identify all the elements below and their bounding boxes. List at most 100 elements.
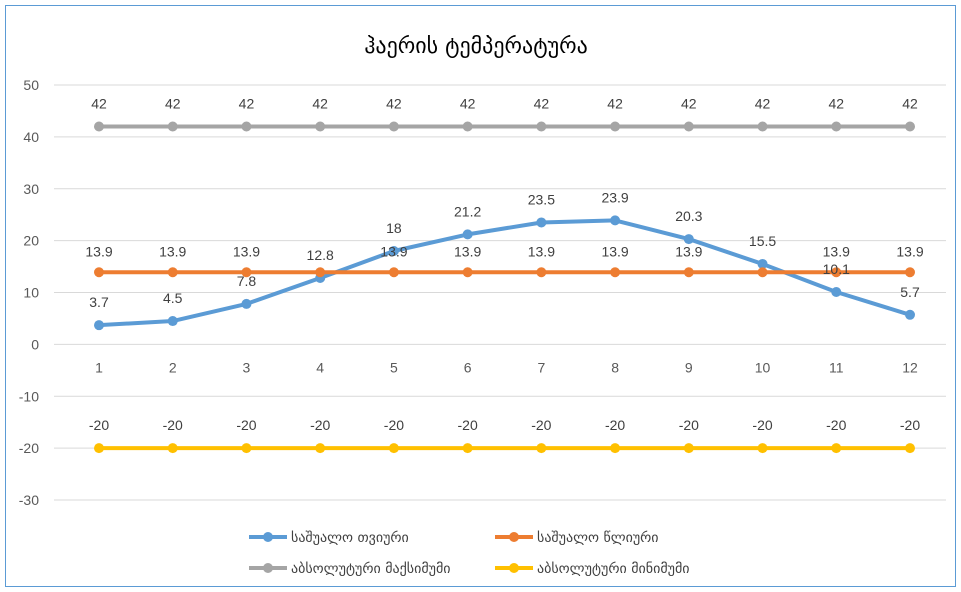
data-point	[94, 267, 104, 278]
data-label: -20	[236, 417, 256, 433]
series-lines	[94, 121, 915, 454]
data-label: 12.8	[307, 247, 334, 263]
data-label: -20	[531, 417, 551, 433]
legend-item: საშუალო თვიური	[249, 529, 409, 546]
data-point	[94, 121, 104, 132]
x-axis-ticks: 1 2 3 4 5 6 7 8 9 10 11 12	[95, 359, 918, 375]
data-label: -20	[458, 417, 478, 433]
data-point	[462, 229, 473, 240]
data-label: 13.9	[380, 243, 407, 259]
gridlines	[54, 84, 946, 501]
y-tick-label: 10	[23, 285, 39, 301]
legend-item: აბსოლუტური მაქსიმუმი	[249, 560, 451, 577]
legend-label: აბსოლუტური მაქსიმუმი	[291, 560, 451, 577]
data-point	[757, 258, 768, 269]
x-tick-label: 4	[316, 359, 324, 375]
x-tick-label: 5	[390, 359, 398, 375]
data-point	[683, 267, 694, 278]
data-label: 13.9	[85, 243, 112, 259]
data-label: -20	[679, 417, 699, 433]
y-axis-ticks: 50 40 30 20 10 0 -10 -20 -30	[19, 77, 39, 508]
data-label: 42	[91, 96, 107, 112]
data-label: 21.2	[454, 203, 481, 219]
data-label: 42	[828, 96, 844, 112]
data-label: 42	[607, 96, 623, 112]
data-label: 3.7	[89, 294, 109, 310]
data-label: 13.9	[159, 243, 186, 259]
data-point	[905, 267, 915, 278]
data-point	[315, 267, 326, 278]
y-tick-label: 40	[23, 129, 39, 145]
data-point	[536, 443, 547, 454]
y-tick-label: 20	[23, 233, 39, 249]
series-4	[94, 443, 915, 454]
data-point	[757, 267, 768, 278]
data-label: 13.9	[528, 243, 555, 259]
data-label: -20	[752, 417, 772, 433]
data-label: 13.9	[454, 243, 481, 259]
data-point	[388, 267, 399, 278]
y-tick-label: -20	[19, 440, 39, 456]
y-tick-label: 50	[23, 77, 39, 93]
x-tick-label: 7	[537, 359, 545, 375]
line-chart: ჰაერის ტემპერატურა 50403020100-10-20-30 …	[19, 34, 946, 577]
x-tick-label: 12	[902, 359, 918, 375]
y-tick-label: -10	[19, 388, 39, 404]
data-label: 42	[312, 96, 328, 112]
legend-item: აბსოლუტური მინიმუმი	[495, 560, 690, 577]
data-point	[167, 121, 178, 132]
legend-marker	[509, 532, 519, 542]
data-point	[831, 443, 842, 454]
legend-label: აბსოლუტური მინიმუმი	[537, 560, 690, 577]
legend-marker	[509, 563, 519, 573]
data-label: 42	[386, 96, 402, 112]
data-label: 15.5	[749, 233, 776, 249]
data-label: 7.8	[237, 273, 257, 289]
data-point	[610, 267, 621, 278]
data-point	[683, 121, 694, 132]
y-tick-label: 30	[23, 181, 39, 197]
data-point	[610, 215, 621, 226]
x-tick-label: 11	[829, 359, 844, 375]
legend-marker	[263, 532, 273, 542]
series-1	[94, 215, 915, 331]
data-label: 13.9	[233, 243, 260, 259]
data-point	[167, 267, 178, 278]
chart-title: ჰაერის ტემპერატურა	[364, 34, 588, 59]
data-point	[241, 443, 252, 454]
legend: საშუალო თვიური საშუალო წლიური აბსოლუტური მ…	[249, 529, 690, 577]
data-point	[241, 121, 252, 132]
data-point	[831, 286, 842, 297]
data-point	[536, 121, 547, 132]
data-point	[388, 246, 399, 256]
data-point	[241, 298, 252, 309]
data-label: 42	[755, 96, 771, 112]
x-tick-label: 9	[685, 359, 693, 375]
data-label: 42	[460, 96, 476, 112]
data-label: 23.5	[528, 191, 555, 207]
data-point	[610, 121, 621, 132]
data-point	[757, 121, 768, 132]
data-label: 13.9	[601, 243, 628, 259]
data-label: -20	[89, 417, 109, 433]
x-tick-label: 8	[611, 359, 619, 375]
data-point	[94, 443, 104, 454]
data-point	[315, 443, 326, 454]
data-label: 10.1	[823, 261, 850, 277]
data-label: 4.5	[163, 290, 183, 306]
data-label: -20	[163, 417, 183, 433]
data-point	[167, 443, 178, 454]
y-tick-label: 0	[31, 336, 39, 352]
data-label: 23.9	[601, 189, 628, 205]
legend-label: საშუალო წლიური	[537, 529, 659, 546]
data-point	[536, 217, 547, 228]
x-tick-label: 3	[243, 359, 251, 375]
data-label: 5.7	[900, 284, 920, 300]
data-point	[94, 320, 104, 331]
data-point	[462, 267, 473, 278]
data-label: 42	[239, 96, 255, 112]
data-point	[241, 267, 252, 278]
y-tick-label: -30	[19, 492, 39, 508]
data-point	[388, 443, 399, 454]
data-label: -20	[605, 417, 625, 433]
